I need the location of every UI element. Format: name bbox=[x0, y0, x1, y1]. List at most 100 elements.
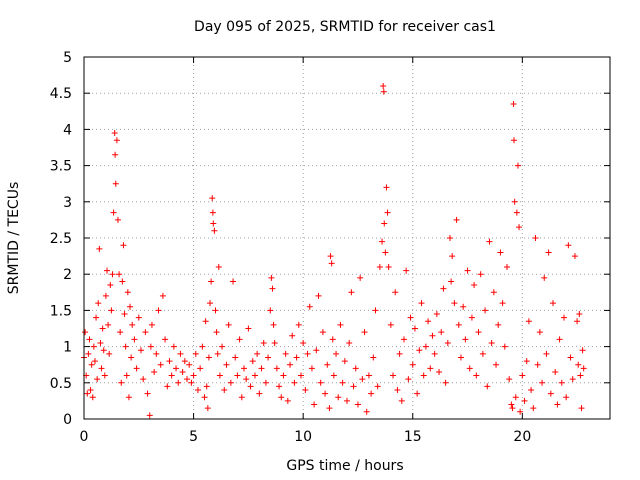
data-point bbox=[120, 242, 127, 249]
data-point bbox=[304, 350, 311, 357]
data-point bbox=[394, 387, 401, 394]
data-point bbox=[175, 379, 182, 386]
data-point bbox=[411, 325, 418, 332]
data-point bbox=[534, 361, 541, 368]
data-point bbox=[300, 339, 307, 346]
data-point bbox=[337, 321, 344, 328]
data-point bbox=[448, 278, 455, 285]
data-point bbox=[427, 365, 434, 372]
data-point bbox=[479, 350, 486, 357]
data-point bbox=[214, 350, 221, 357]
data-point bbox=[550, 300, 557, 307]
data-point bbox=[311, 401, 318, 408]
data-point bbox=[230, 278, 237, 285]
data-point bbox=[84, 390, 91, 397]
data-point bbox=[357, 274, 364, 281]
data-point bbox=[580, 365, 587, 372]
data-point bbox=[438, 329, 445, 336]
data-point bbox=[509, 405, 516, 412]
data-point bbox=[350, 383, 357, 390]
data-point bbox=[447, 235, 454, 241]
data-point bbox=[236, 336, 243, 343]
data-point bbox=[112, 151, 119, 158]
data-point bbox=[324, 361, 331, 368]
data-point bbox=[181, 358, 188, 365]
data-point bbox=[177, 350, 184, 357]
data-point bbox=[131, 336, 138, 343]
data-point bbox=[539, 379, 546, 386]
data-point bbox=[101, 372, 108, 379]
data-point bbox=[431, 350, 438, 357]
data-point bbox=[387, 321, 394, 328]
x-tick-label: 15 bbox=[404, 429, 422, 445]
data-point bbox=[352, 365, 359, 372]
data-point bbox=[361, 329, 368, 336]
data-point bbox=[514, 162, 521, 169]
data-point bbox=[319, 329, 326, 336]
data-point bbox=[112, 180, 119, 187]
data-point bbox=[471, 282, 478, 289]
y-tick-label: 2 bbox=[63, 267, 72, 283]
data-point bbox=[495, 321, 502, 328]
data-point bbox=[162, 336, 169, 343]
data-point bbox=[372, 307, 379, 314]
data-point bbox=[477, 271, 484, 278]
data-point bbox=[82, 329, 89, 336]
data-point bbox=[317, 379, 324, 386]
data-point bbox=[265, 354, 272, 361]
data-point bbox=[493, 361, 500, 368]
data-point bbox=[468, 314, 475, 321]
data-point bbox=[416, 347, 423, 354]
data-point bbox=[203, 383, 210, 390]
data-point bbox=[125, 394, 132, 401]
data-point bbox=[291, 379, 298, 386]
data-point bbox=[99, 325, 106, 332]
data-point bbox=[418, 300, 425, 307]
x-axis-label: GPS time / hours bbox=[286, 458, 403, 474]
data-point bbox=[339, 379, 346, 386]
y-tick-label: 1 bbox=[63, 340, 72, 356]
data-points bbox=[81, 82, 587, 419]
data-point bbox=[91, 358, 98, 365]
data-point bbox=[127, 303, 134, 310]
data-point bbox=[276, 383, 283, 390]
data-point bbox=[204, 405, 211, 412]
data-point bbox=[205, 354, 212, 361]
data-point bbox=[260, 339, 267, 346]
data-point bbox=[497, 249, 504, 256]
data-point bbox=[400, 336, 407, 343]
y-tick-label: 4.5 bbox=[50, 86, 72, 102]
y-tick-label: 5 bbox=[63, 50, 72, 66]
data-point bbox=[523, 358, 530, 365]
data-point bbox=[166, 358, 173, 365]
axis-ticks: 0 0.5 1 1.5 2 2.5 3 3.5 4 4.5 5 0 5 10 15 20 bbox=[50, 50, 610, 445]
data-point bbox=[114, 216, 121, 223]
data-point bbox=[575, 361, 582, 368]
data-point bbox=[577, 372, 584, 379]
x-tick-label: 10 bbox=[294, 429, 312, 445]
chart-title: Day 095 of 2025, SRMTID for receiver cas… bbox=[194, 19, 496, 35]
data-point bbox=[256, 390, 263, 397]
data-point bbox=[455, 321, 462, 328]
data-point bbox=[128, 354, 135, 361]
data-point bbox=[516, 224, 523, 231]
data-point bbox=[560, 314, 567, 321]
data-point bbox=[199, 343, 206, 350]
data-point bbox=[94, 376, 101, 383]
data-point bbox=[359, 376, 366, 383]
data-point bbox=[574, 318, 581, 325]
data-point bbox=[146, 412, 153, 419]
data-point bbox=[124, 289, 131, 296]
data-point bbox=[525, 318, 532, 325]
y-tick-label: 1.5 bbox=[50, 303, 72, 319]
data-point bbox=[511, 137, 518, 144]
data-point bbox=[368, 390, 375, 397]
data-point bbox=[576, 311, 583, 318]
data-point bbox=[344, 397, 350, 404]
y-tick-label: 0.5 bbox=[50, 376, 72, 392]
data-point bbox=[449, 253, 456, 260]
data-point bbox=[184, 376, 191, 383]
data-point bbox=[215, 263, 222, 270]
data-point bbox=[278, 394, 285, 401]
